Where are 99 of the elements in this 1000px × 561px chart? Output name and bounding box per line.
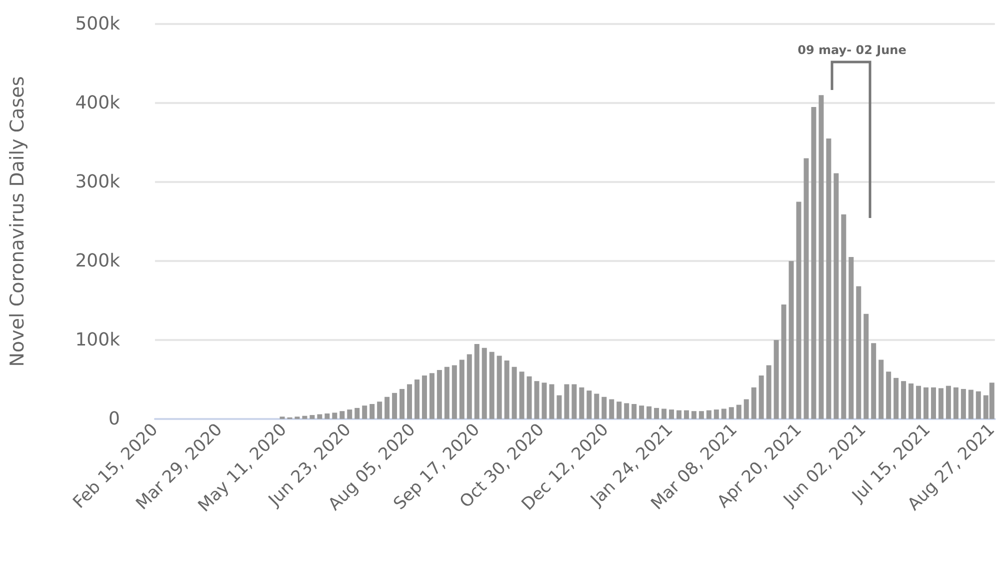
y-tick-label: 0 (108, 408, 120, 430)
bar (856, 286, 862, 419)
bar (602, 396, 607, 419)
bar (384, 396, 390, 419)
bar (429, 373, 434, 419)
bar (946, 386, 951, 419)
bar (407, 384, 412, 419)
bar (976, 391, 981, 419)
bar (848, 257, 854, 419)
bar (938, 388, 944, 419)
bar (736, 404, 742, 419)
bar (924, 387, 929, 419)
bar (669, 410, 674, 419)
bar (624, 403, 630, 419)
bar (526, 376, 532, 419)
bar (444, 366, 450, 419)
bar (310, 415, 315, 419)
bar (496, 356, 502, 419)
bar (564, 384, 570, 419)
bar (609, 399, 614, 419)
bar (616, 402, 622, 419)
bar (474, 344, 480, 419)
bar (489, 352, 494, 419)
bar (781, 304, 786, 419)
bar (826, 138, 832, 419)
bar (646, 406, 652, 419)
bar (864, 314, 869, 419)
bar (834, 173, 839, 419)
bar (766, 365, 772, 419)
bar (534, 381, 540, 419)
bar (332, 412, 338, 419)
bar (811, 106, 816, 419)
bar (878, 360, 884, 419)
bar (728, 407, 734, 419)
bar (572, 384, 577, 419)
bar (841, 214, 846, 419)
bar (377, 402, 382, 419)
bar (804, 158, 809, 419)
bar (908, 383, 914, 419)
bar (930, 387, 936, 419)
bar (354, 408, 360, 419)
bar (751, 387, 756, 419)
bar (744, 399, 749, 419)
bar (886, 372, 892, 419)
y-tick-label: 200k (75, 250, 121, 272)
bar (519, 372, 524, 419)
bar (549, 384, 554, 419)
y-tick-label: 100k (75, 330, 121, 350)
bar (466, 354, 472, 419)
bar (579, 387, 584, 419)
bar (684, 410, 689, 419)
bar (324, 413, 330, 419)
bar (347, 410, 352, 419)
bar (788, 261, 794, 419)
y-tick-label: 400k (75, 92, 121, 114)
bar (594, 394, 600, 419)
bar (968, 390, 974, 419)
bar (698, 411, 704, 419)
bar (894, 378, 899, 419)
bar (340, 411, 345, 419)
bar (414, 380, 420, 419)
bar (654, 408, 660, 419)
bar (392, 392, 398, 419)
bar (758, 376, 764, 419)
bar (706, 410, 712, 419)
bar (400, 388, 405, 419)
bar (714, 410, 719, 419)
bar (422, 376, 427, 419)
annotation: 09 may- 02 June (798, 43, 906, 57)
y-tick-label: 300k (75, 172, 121, 192)
bar (871, 343, 876, 419)
bar (512, 366, 517, 419)
bar (676, 410, 682, 419)
bar (774, 340, 779, 419)
bar (916, 386, 922, 419)
bar (317, 414, 322, 419)
bar (504, 360, 510, 419)
bar (639, 406, 644, 419)
bar (953, 387, 958, 419)
bar (691, 411, 696, 419)
bar (482, 348, 487, 419)
bar (721, 408, 726, 419)
bar (556, 395, 562, 419)
bar (586, 390, 592, 419)
bar (436, 370, 442, 419)
bar (459, 360, 464, 419)
bar (370, 404, 375, 419)
y-tick-label: 500k (75, 14, 121, 34)
bar (818, 95, 824, 419)
bar (960, 388, 966, 419)
bar (662, 408, 667, 419)
bar (362, 406, 368, 419)
y-axis-title: Novel Coronavirus Daily Cases (6, 76, 28, 367)
bar (632, 404, 637, 419)
bar (452, 365, 457, 419)
bar (542, 382, 547, 419)
bar (901, 381, 906, 419)
bar (302, 416, 308, 419)
bar (796, 202, 802, 419)
